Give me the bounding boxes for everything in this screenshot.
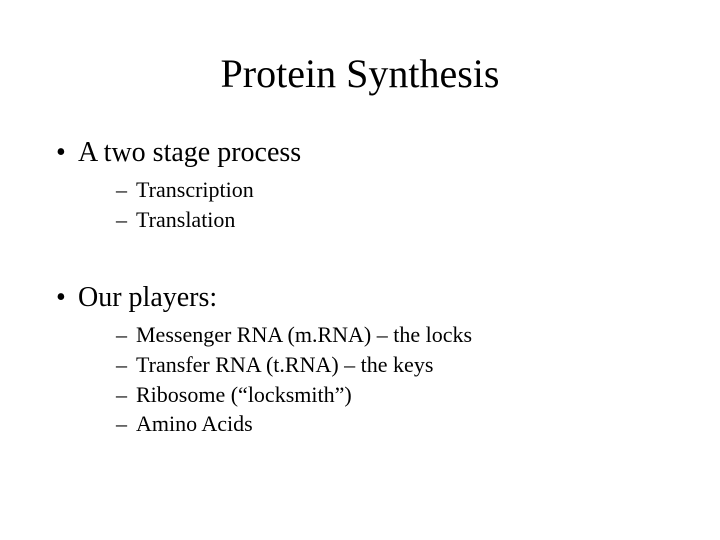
sub-bullet-item: Transcription — [78, 175, 670, 205]
bullet-item: Our players: Messenger RNA (m.RNA) – the… — [50, 282, 670, 439]
bullet-text: A two stage process — [78, 137, 301, 168]
bullet-text: Our players: — [78, 282, 217, 313]
slide: Protein Synthesis A two stage process Tr… — [0, 0, 720, 540]
sub-bullet-item: Transfer RNA (t.RNA) – the keys — [78, 350, 670, 380]
sub-bullet-item: Amino Acids — [78, 409, 670, 439]
sub-bullet-list: Messenger RNA (m.RNA) – the locks Transf… — [78, 320, 670, 439]
bullet-item: A two stage process Transcription Transl… — [50, 137, 670, 234]
bullet-list: Our players: Messenger RNA (m.RNA) – the… — [50, 282, 670, 439]
sub-bullet-item: Messenger RNA (m.RNA) – the locks — [78, 320, 670, 350]
spacer — [50, 264, 670, 282]
sub-bullet-list: Transcription Translation — [78, 175, 670, 234]
bullet-list: A two stage process Transcription Transl… — [50, 137, 670, 234]
slide-title: Protein Synthesis — [50, 50, 670, 97]
sub-bullet-item: Ribosome (“locksmith”) — [78, 380, 670, 410]
sub-bullet-item: Translation — [78, 205, 670, 235]
